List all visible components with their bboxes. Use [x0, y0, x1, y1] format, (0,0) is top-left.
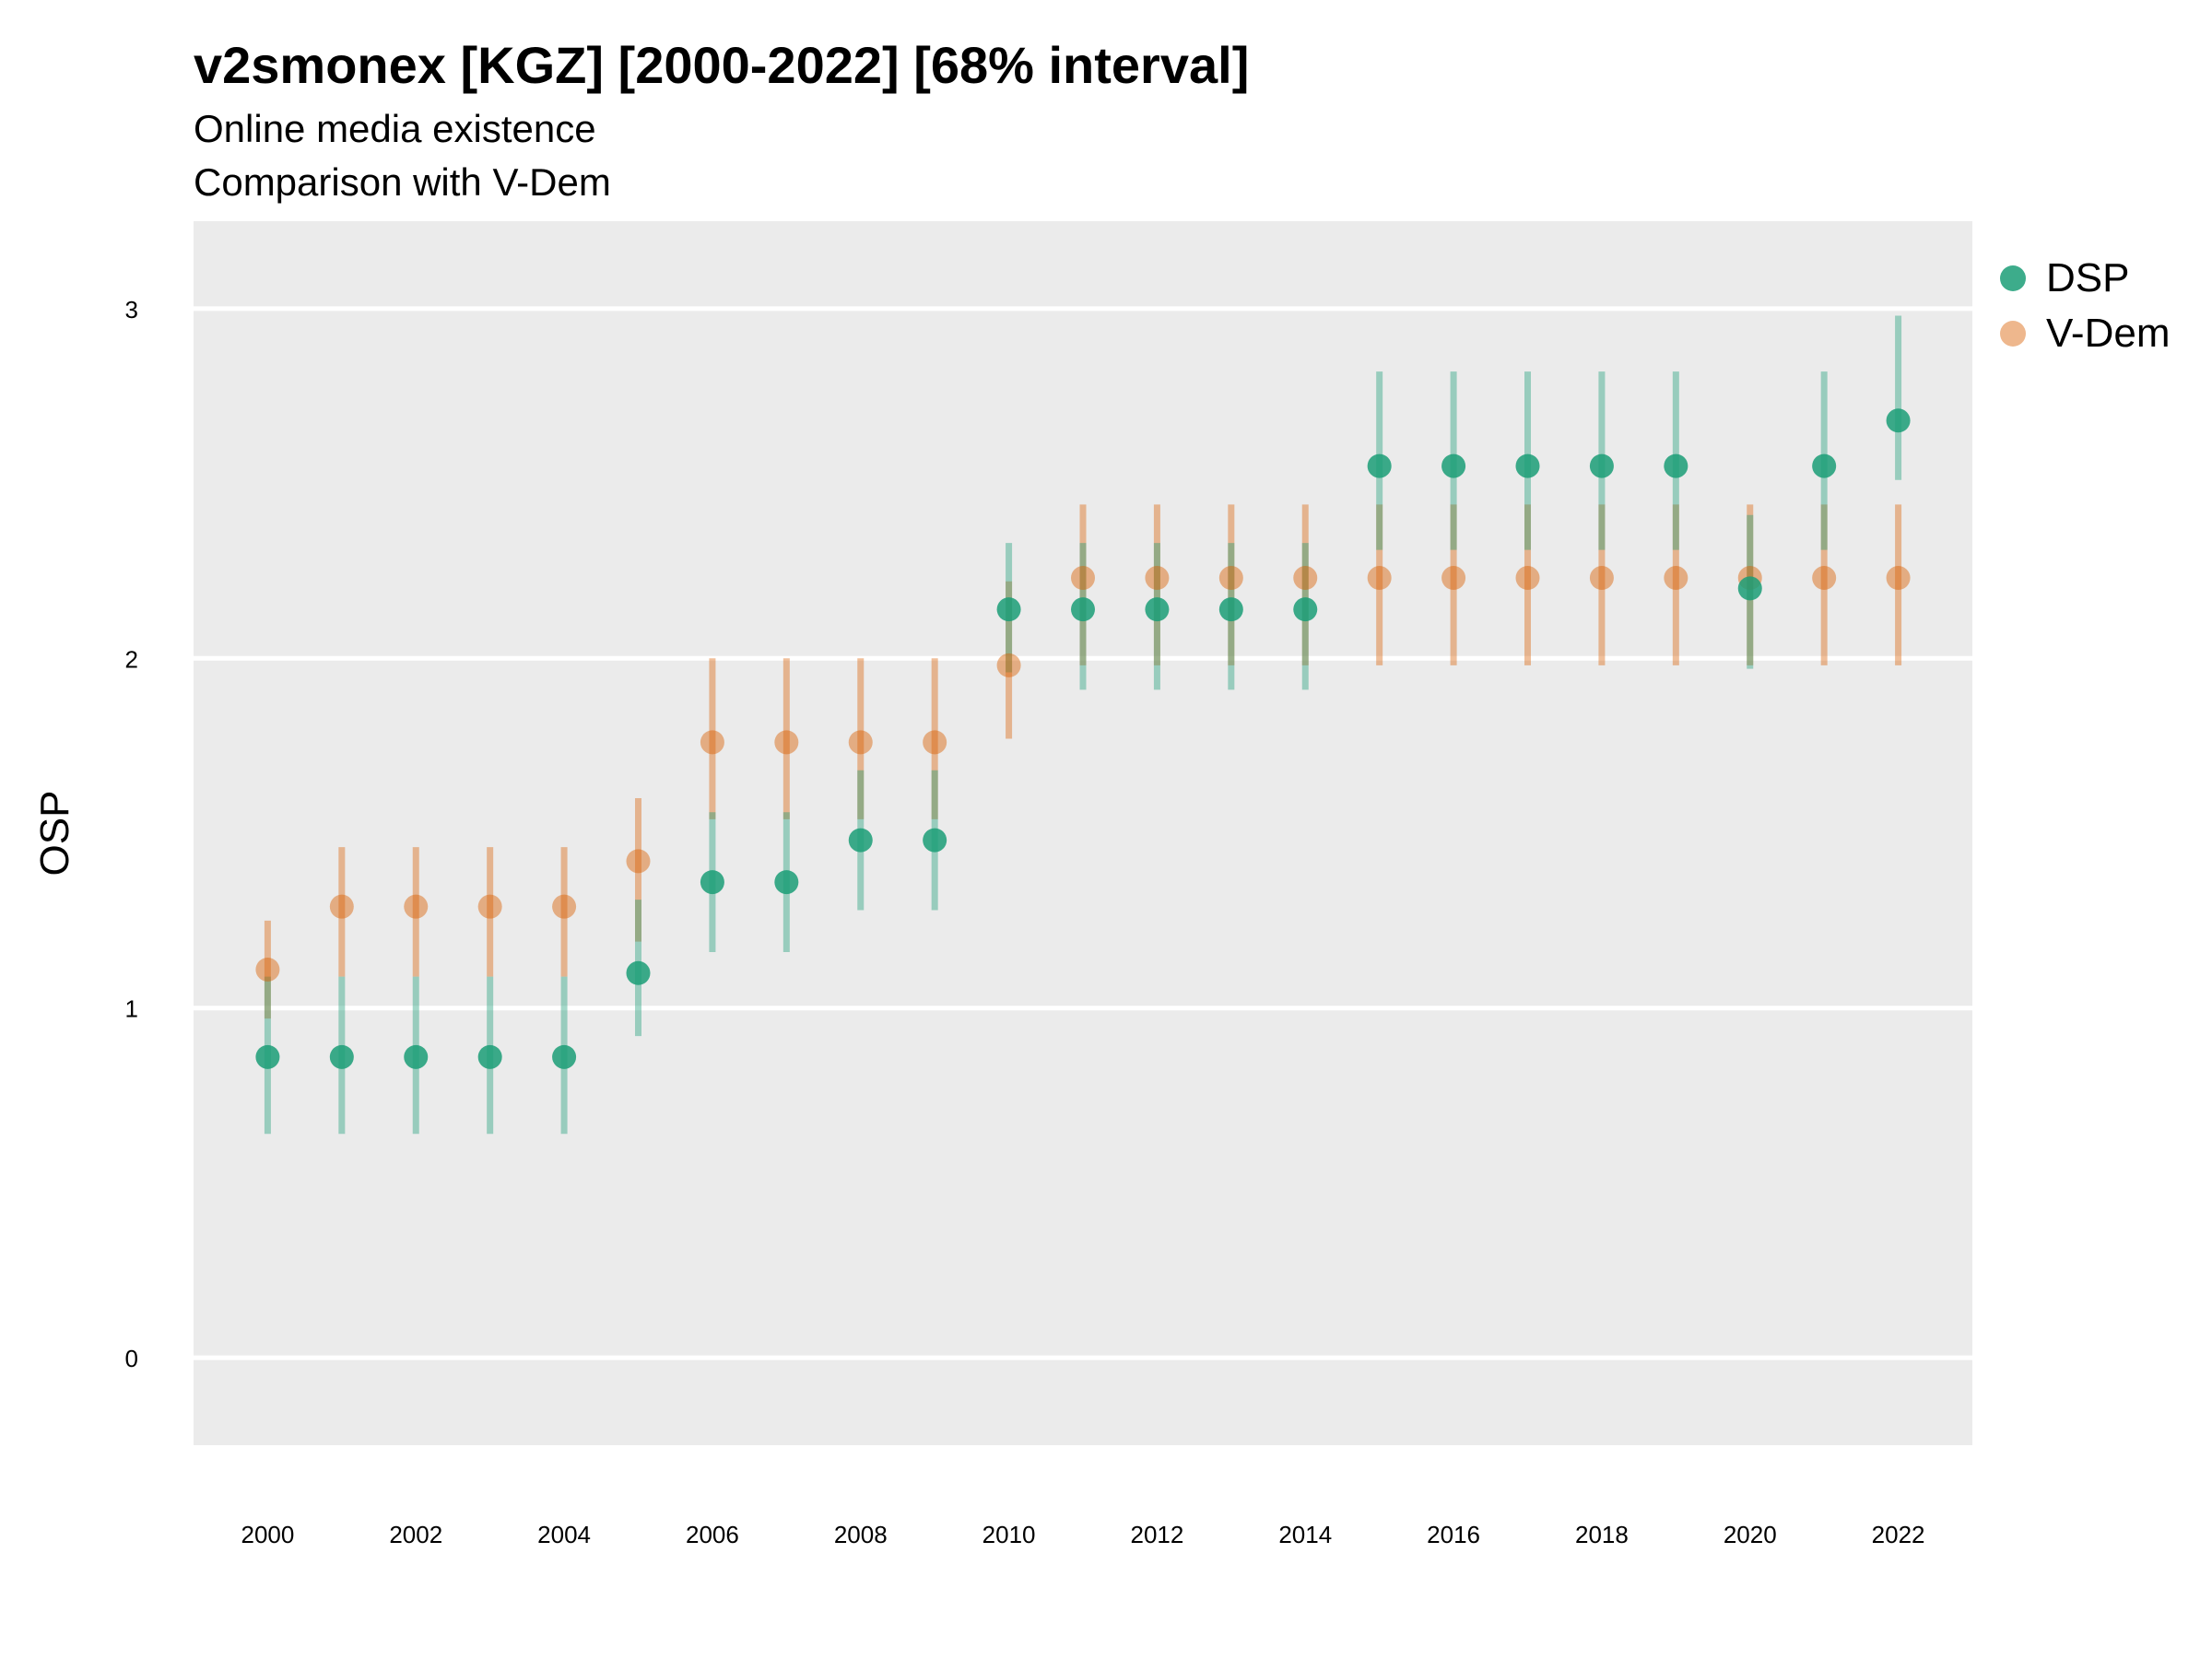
point-dsp-2001: [329, 1044, 354, 1069]
x-tick-label-2006: 2006: [686, 1521, 739, 1548]
point-dsp-2000: [255, 1044, 280, 1069]
x-tick-label-2014: 2014: [1278, 1521, 1332, 1548]
point-dsp-2015: [1367, 453, 1392, 478]
point-dsp-2014: [1293, 597, 1318, 622]
point-vdem-2012: [1145, 566, 1170, 591]
x-tick-label-2008: 2008: [834, 1521, 888, 1548]
point-vdem-2022: [1886, 566, 1911, 591]
point-vdem-2006: [700, 730, 724, 755]
point-vdem-2017: [1515, 566, 1540, 591]
point-dsp-2007: [774, 870, 799, 895]
point-vdem-2011: [1071, 566, 1095, 591]
point-vdem-2000: [255, 957, 280, 982]
point-dsp-2017: [1515, 453, 1540, 478]
point-vdem-2015: [1367, 566, 1392, 591]
point-vdem-2005: [626, 849, 651, 874]
point-dsp-2021: [1812, 453, 1837, 478]
x-tick-label-2012: 2012: [1130, 1521, 1183, 1548]
chart-subtitle: Online media existence: [194, 107, 596, 150]
x-tick-label-2020: 2020: [1724, 1521, 1777, 1548]
legend-label-vdem: V-Dem: [2046, 311, 2171, 356]
legend-label-dsp: DSP: [2046, 255, 2130, 300]
legend-item-dsp: DSP: [2000, 251, 2170, 306]
y-tick-label-0: 0: [125, 1345, 138, 1372]
legend: DSP V-Dem: [2000, 251, 2170, 361]
point-vdem-2014: [1293, 566, 1318, 591]
legend-key-dsp: [2000, 265, 2026, 291]
point-dsp-2012: [1145, 597, 1170, 622]
x-tick-label-2004: 2004: [537, 1521, 591, 1548]
point-dsp-2004: [552, 1044, 577, 1069]
y-axis-label: OSP: [32, 791, 77, 877]
point-vdem-2021: [1812, 566, 1837, 591]
x-tick-label-2000: 2000: [241, 1521, 294, 1548]
x-tick-label-2002: 2002: [389, 1521, 442, 1548]
y-tick-label-3: 3: [125, 296, 138, 324]
x-tick-label-2016: 2016: [1427, 1521, 1480, 1548]
point-vdem-2009: [923, 730, 947, 755]
point-vdem-2013: [1218, 566, 1243, 591]
point-vdem-2010: [996, 653, 1021, 677]
point-vdem-2001: [329, 894, 354, 919]
point-dsp-2019: [1664, 453, 1688, 478]
point-dsp-2002: [404, 1044, 429, 1069]
point-dsp-2013: [1218, 597, 1243, 622]
point-vdem-2007: [774, 730, 799, 755]
chart-caption: Comparison with V-Dem: [194, 160, 611, 204]
point-dsp-2016: [1441, 453, 1466, 478]
legend-key-vdem: [2000, 321, 2026, 347]
point-dsp-2008: [848, 828, 873, 853]
point-dsp-2009: [923, 828, 947, 853]
legend-item-vdem: V-Dem: [2000, 306, 2170, 361]
chart-title: v2smonex [KGZ] [2000-2022] [68% interval…: [194, 36, 1250, 94]
y-tick-label-2: 2: [125, 645, 138, 673]
x-tick-label-2022: 2022: [1872, 1521, 1925, 1548]
point-vdem-2003: [477, 894, 502, 919]
point-dsp-2020: [1737, 576, 1762, 601]
y-tick-label-1: 1: [125, 995, 138, 1023]
point-vdem-2018: [1589, 566, 1614, 591]
point-vdem-2008: [848, 730, 873, 755]
point-dsp-2006: [700, 870, 724, 895]
point-vdem-2002: [404, 894, 429, 919]
plot-panel: [194, 221, 1972, 1445]
x-tick-label-2018: 2018: [1575, 1521, 1629, 1548]
point-vdem-2019: [1664, 566, 1688, 591]
point-dsp-2011: [1071, 597, 1095, 622]
x-tick-label-2010: 2010: [982, 1521, 1036, 1548]
point-dsp-2022: [1886, 408, 1911, 433]
point-vdem-2004: [552, 894, 577, 919]
point-dsp-2018: [1589, 453, 1614, 478]
point-dsp-2010: [996, 597, 1021, 622]
point-dsp-2003: [477, 1044, 502, 1069]
point-dsp-2005: [626, 960, 651, 985]
point-vdem-2016: [1441, 566, 1466, 591]
